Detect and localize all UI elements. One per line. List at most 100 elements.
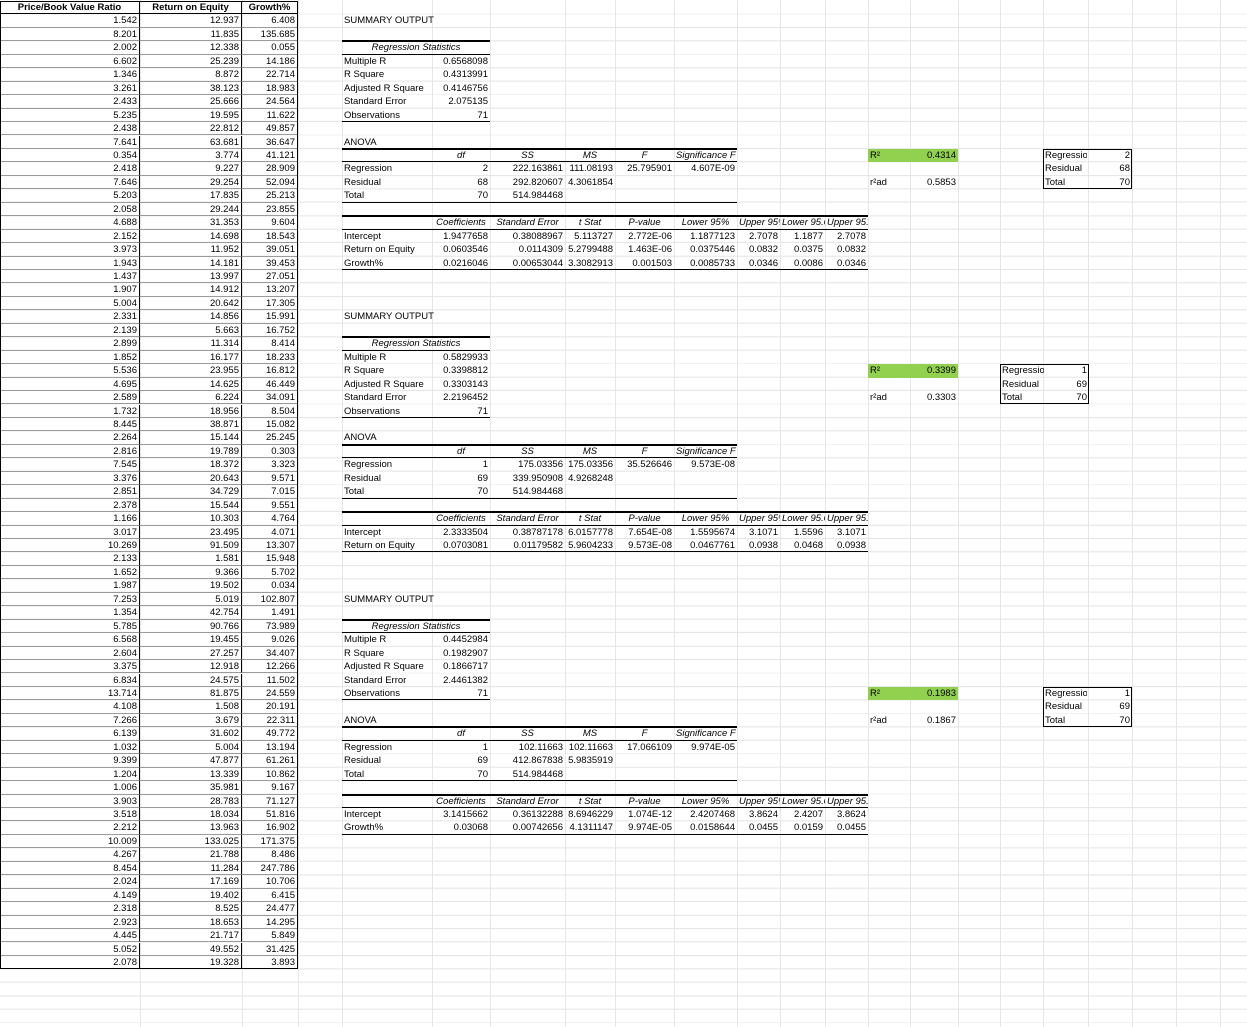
df-label: Total bbox=[1045, 714, 1066, 726]
rule bbox=[342, 780, 737, 782]
row-label: Residual bbox=[344, 755, 381, 767]
coef-value: 0.03068 bbox=[453, 822, 488, 834]
column-guide bbox=[737, 0, 738, 1027]
coef-value: 0.38088967 bbox=[512, 230, 563, 242]
data-cell: 13.997 bbox=[140, 270, 242, 284]
column-guide bbox=[674, 0, 675, 1027]
coef-header: t Stat bbox=[578, 513, 602, 525]
rule bbox=[342, 336, 490, 339]
stat-value: 0.1982907 bbox=[443, 647, 488, 659]
anova-value: 70 bbox=[477, 190, 488, 202]
coef-value: 3.1071 bbox=[748, 526, 778, 538]
data-cell: 6.568 bbox=[0, 633, 140, 647]
coef-value: 0.0703081 bbox=[443, 540, 488, 551]
stat-label: R Square bbox=[344, 647, 385, 659]
data-cell: 5.004 bbox=[140, 740, 242, 755]
data-cell: 5.536 bbox=[0, 364, 140, 378]
data-cell: 7.641 bbox=[0, 135, 140, 149]
rule bbox=[342, 53, 490, 55]
column-guide bbox=[140, 0, 141, 1027]
section-title: ANOVA bbox=[344, 432, 377, 444]
rule bbox=[342, 618, 490, 621]
stat-value: 71 bbox=[477, 109, 488, 121]
coef-header: Coefficients bbox=[436, 795, 486, 807]
anova-header: MS bbox=[582, 445, 598, 457]
data-cell: 35.981 bbox=[140, 781, 242, 795]
coef-value: 0.0375446 bbox=[690, 244, 735, 256]
column-guide bbox=[1176, 0, 1177, 1027]
data-cell: 5.019 bbox=[140, 592, 242, 607]
coef-value: 2.4207468 bbox=[690, 809, 735, 820]
stat-value: 0.5829933 bbox=[443, 351, 488, 363]
r2-label: R² bbox=[870, 365, 881, 377]
data-cell: 3.017 bbox=[0, 525, 140, 539]
anova-value: 5.9835919 bbox=[568, 755, 613, 767]
data-cell: 1.346 bbox=[0, 68, 140, 82]
data-cell: 11.952 bbox=[140, 243, 242, 257]
coef-value: 0.0832 bbox=[836, 244, 866, 256]
data-cell: 2.899 bbox=[0, 337, 140, 351]
data-cell: 21.717 bbox=[140, 929, 242, 943]
data-cell: 3.973 bbox=[0, 243, 140, 257]
section-title: Regression Statistics bbox=[371, 42, 461, 54]
data-cell: 14.181 bbox=[140, 256, 242, 270]
coef-header: Upper 95.0% bbox=[827, 217, 868, 229]
rule bbox=[342, 147, 737, 150]
column-guide bbox=[242, 0, 243, 1027]
anova-header: F bbox=[641, 445, 648, 457]
stat-value: 71 bbox=[477, 687, 488, 699]
df-box bbox=[1000, 364, 1089, 405]
row-label: Total bbox=[344, 768, 365, 780]
row-label: Intercept bbox=[344, 230, 381, 242]
r2ad-value: 0.3303 bbox=[926, 392, 956, 404]
rule bbox=[342, 161, 737, 163]
data-cell: 15.544 bbox=[140, 498, 242, 513]
stat-label: Multiple R bbox=[344, 634, 387, 646]
data-cell: 5.663 bbox=[140, 323, 242, 338]
anova-value: 69 bbox=[477, 472, 488, 484]
coef-header: Lower 95% bbox=[681, 217, 730, 229]
stat-value: 2.075135 bbox=[448, 96, 488, 108]
data-cell: 1.852 bbox=[0, 350, 140, 365]
anova-value: 4.607E-09 bbox=[691, 163, 735, 175]
data-cell: 4.445 bbox=[0, 929, 140, 943]
coef-value: 2.772E-06 bbox=[628, 230, 672, 242]
data-cell: 31.353 bbox=[140, 216, 242, 230]
coef-header: t Stat bbox=[578, 217, 602, 229]
stat-label: Observations bbox=[344, 109, 400, 121]
data-cell: 17.835 bbox=[140, 189, 242, 203]
rule bbox=[342, 215, 868, 218]
stat-label: Adjusted R Square bbox=[344, 378, 424, 390]
coef-header: Coefficients bbox=[436, 513, 486, 525]
data-cell: 2.604 bbox=[0, 646, 140, 661]
data-cell: 2.264 bbox=[0, 431, 140, 445]
coef-header: Standard Error bbox=[496, 513, 559, 525]
df-box bbox=[1043, 686, 1132, 728]
data-cell: 18.372 bbox=[140, 458, 242, 472]
coef-value: 3.8624 bbox=[836, 809, 866, 820]
row-label: Growth% bbox=[344, 822, 384, 834]
coef-value: 5.2799488 bbox=[568, 244, 613, 256]
coef-value: 0.38787178 bbox=[512, 526, 563, 538]
anova-header: SS bbox=[521, 445, 534, 457]
coef-value: 0.0346 bbox=[748, 257, 778, 269]
data-cell: 8.445 bbox=[0, 417, 140, 432]
data-cell: 7.253 bbox=[0, 592, 140, 607]
data-cell: 2.331 bbox=[0, 310, 140, 324]
row-label: Total bbox=[344, 190, 365, 202]
table-border bbox=[0, 1, 298, 970]
anova-value: 222.163861 bbox=[512, 163, 563, 175]
rule bbox=[342, 497, 737, 499]
data-cell: 4.695 bbox=[0, 377, 140, 392]
column-guide bbox=[342, 0, 343, 1027]
data-cell: 10.009 bbox=[0, 834, 140, 849]
data-cell: 17.169 bbox=[140, 875, 242, 889]
rule bbox=[342, 443, 737, 446]
rule bbox=[342, 511, 868, 514]
row-label: Growth% bbox=[344, 257, 384, 269]
data-cell: 14.698 bbox=[140, 229, 242, 244]
coef-header: Upper 95% bbox=[739, 795, 780, 807]
data-cell: 133.025 bbox=[140, 834, 242, 849]
data-cell: 2.418 bbox=[0, 162, 140, 176]
